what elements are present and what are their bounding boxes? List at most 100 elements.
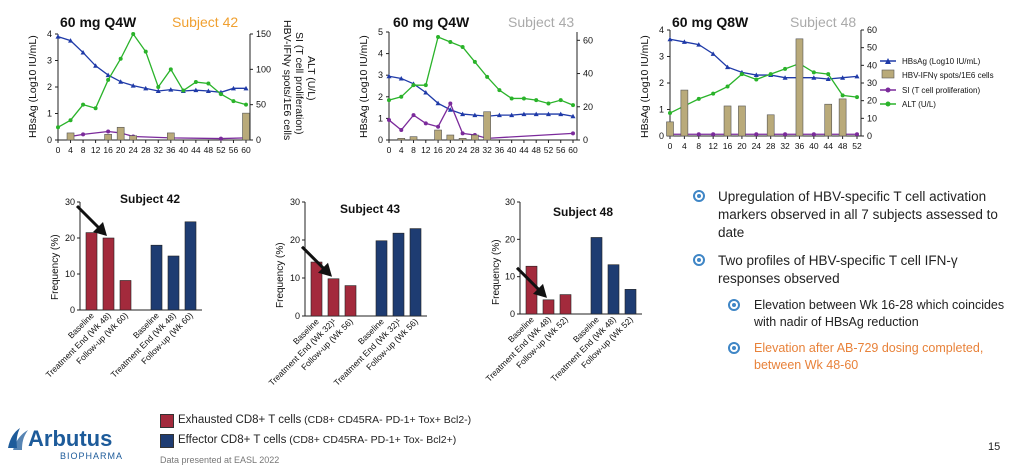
left-tick-label: 2 xyxy=(47,82,52,92)
si-point xyxy=(399,128,404,133)
left-tick-label: 3 xyxy=(378,70,383,80)
logo-leaf-icon xyxy=(8,428,20,448)
alt-point xyxy=(436,34,441,39)
hbsag-point xyxy=(435,100,441,106)
frequency-bar xyxy=(409,228,422,317)
alt-point xyxy=(546,101,551,106)
decline-arrowhead-icon xyxy=(93,222,107,236)
bullet-two-profiles: Two profiles of HBV-specific T cell IFN-… xyxy=(690,252,1010,288)
alt-point xyxy=(534,98,539,103)
ifn-bar xyxy=(167,132,175,141)
x-tick-label: 32 xyxy=(780,141,790,151)
panel-dose-title: 60 mg Q4W xyxy=(393,14,470,30)
left-tick-label: 4 xyxy=(659,25,664,35)
left-tick-label: 1 xyxy=(378,113,383,123)
y-tick-label: 30 xyxy=(505,197,515,207)
x-tick-label: 52 xyxy=(216,145,226,155)
y-tick-label: 20 xyxy=(290,235,300,245)
right-tick-label: 60 xyxy=(867,25,877,35)
ifn-bar xyxy=(666,121,674,137)
ifn-bar xyxy=(766,114,775,137)
left-tick-label: 2 xyxy=(378,92,383,102)
alt-point xyxy=(93,106,98,111)
bar-chart-subject-48: Subject 48 Frequency (%) 0102030Baseline… xyxy=(484,197,642,384)
alt-point xyxy=(472,59,477,64)
hbsag-point xyxy=(143,85,149,91)
right-axis-label-ifn: HBV-IFNγ spots/1E6 cells xyxy=(281,20,293,140)
x-tick-label: 16 xyxy=(103,145,113,155)
x-tick-label: 28 xyxy=(141,145,151,155)
si-point xyxy=(448,101,453,106)
bullet-text: Two profiles of HBV-specific T cell IFN-… xyxy=(718,252,958,286)
left-tick-label: 1 xyxy=(47,109,52,119)
x-tick-label: 8 xyxy=(696,141,701,151)
chart-subject-42-pk: 60 mg Q4W Subject 42 HBsAg (Log10 IU/mL)… xyxy=(27,14,317,155)
bar-chart-subject-43: Subject 43 Frequency (%) 0102030Baseline… xyxy=(267,197,427,388)
right-axis-label-si: SI (T cell proliferation) xyxy=(293,32,305,135)
bar-chart-title: Subject 43 xyxy=(340,202,400,216)
right-tick-label: 40 xyxy=(867,60,877,70)
x-tick-label: 8 xyxy=(81,145,86,155)
x-tick-label: 44 xyxy=(191,145,201,155)
decline-arrow-icon xyxy=(515,266,543,293)
x-tick-label: 40 xyxy=(507,145,517,155)
ifn-bar xyxy=(129,135,137,141)
frequency-bar xyxy=(102,237,115,311)
y-tick-label: 20 xyxy=(505,234,515,244)
bar-chart-ylabel: Frequency (%) xyxy=(491,239,502,305)
hbsag-point xyxy=(533,111,539,117)
x-tick-label: 16 xyxy=(433,145,443,155)
hbsag-point xyxy=(570,113,576,119)
legend-ifn-swatch xyxy=(881,69,895,79)
decline-arrow-icon xyxy=(75,204,103,232)
x-tick-label: 44 xyxy=(519,145,529,155)
sub-bullet-wk16-28: Elevation between Wk 16-28 which coincid… xyxy=(690,297,1010,331)
frequency-bar xyxy=(150,244,163,311)
alt-point xyxy=(696,96,701,101)
si-point xyxy=(711,132,716,137)
x-tick-label: 24 xyxy=(458,145,468,155)
bullet-dot-icon xyxy=(693,190,705,202)
x-tick-label: 60 xyxy=(568,145,578,155)
x-tick-label: 24 xyxy=(752,141,762,151)
ifn-bar xyxy=(824,103,833,137)
bar-chart-subject-42: Subject 42 Frequency (%) 0102030Baseline… xyxy=(44,192,202,380)
x-tick-label: 40 xyxy=(179,145,189,155)
bullet-text: Elevation between Wk 16-28 which coincid… xyxy=(754,298,1005,329)
chart-subject-43-pk: 60 mg Q4W Subject 43 HBsAg (Log10 IU/mL)… xyxy=(358,14,593,155)
y-tick-label: 0 xyxy=(70,305,75,315)
ifn-bar xyxy=(446,134,455,141)
hbsag-point xyxy=(155,88,161,93)
frequency-bar xyxy=(327,278,340,317)
hbsag-point xyxy=(725,64,731,70)
bullet-upregulation: Upregulation of HBV-specific T cell acti… xyxy=(690,188,1010,243)
ifn-bar xyxy=(471,134,479,141)
hbsag-point xyxy=(55,34,61,39)
chart-subject-48-pk: 60 mg Q8W Subject 48 HBsAg (Log10 IU/mL)… xyxy=(639,14,877,151)
alt-point xyxy=(399,94,404,99)
si-point xyxy=(218,136,223,141)
y-tick-label: 20 xyxy=(65,233,75,243)
hbsag-point xyxy=(854,73,860,79)
left-tick-label: 2 xyxy=(659,78,664,88)
hbsag-point xyxy=(168,87,174,92)
si-point xyxy=(460,131,465,136)
frequency-bar xyxy=(392,232,405,317)
bar-chart-title: Subject 48 xyxy=(553,205,613,219)
y-tick-label: 10 xyxy=(65,269,75,279)
hbsag-point xyxy=(558,111,564,117)
right-tick-label: 40 xyxy=(583,69,593,79)
legend-effector: Effector CD8+ T cells (CD8+ CD45RA- PD-1… xyxy=(160,434,471,454)
y-tick-label: 30 xyxy=(65,197,75,207)
alt-point xyxy=(193,80,198,85)
summary-bullets: Upregulation of HBV-specific T cell acti… xyxy=(690,188,1010,383)
alt-point xyxy=(811,70,816,75)
frequency-bar xyxy=(624,289,637,315)
alt-point xyxy=(106,77,111,82)
x-tick-label: 20 xyxy=(116,145,126,155)
right-tick-label: 50 xyxy=(256,100,266,110)
hbsag-point xyxy=(840,75,846,80)
ifn-bar xyxy=(458,138,467,141)
ifn-bar xyxy=(116,126,125,141)
cell-type-legend: Exhausted CD8+ T cells (CD8+ CD45RA- PD-… xyxy=(160,414,471,454)
